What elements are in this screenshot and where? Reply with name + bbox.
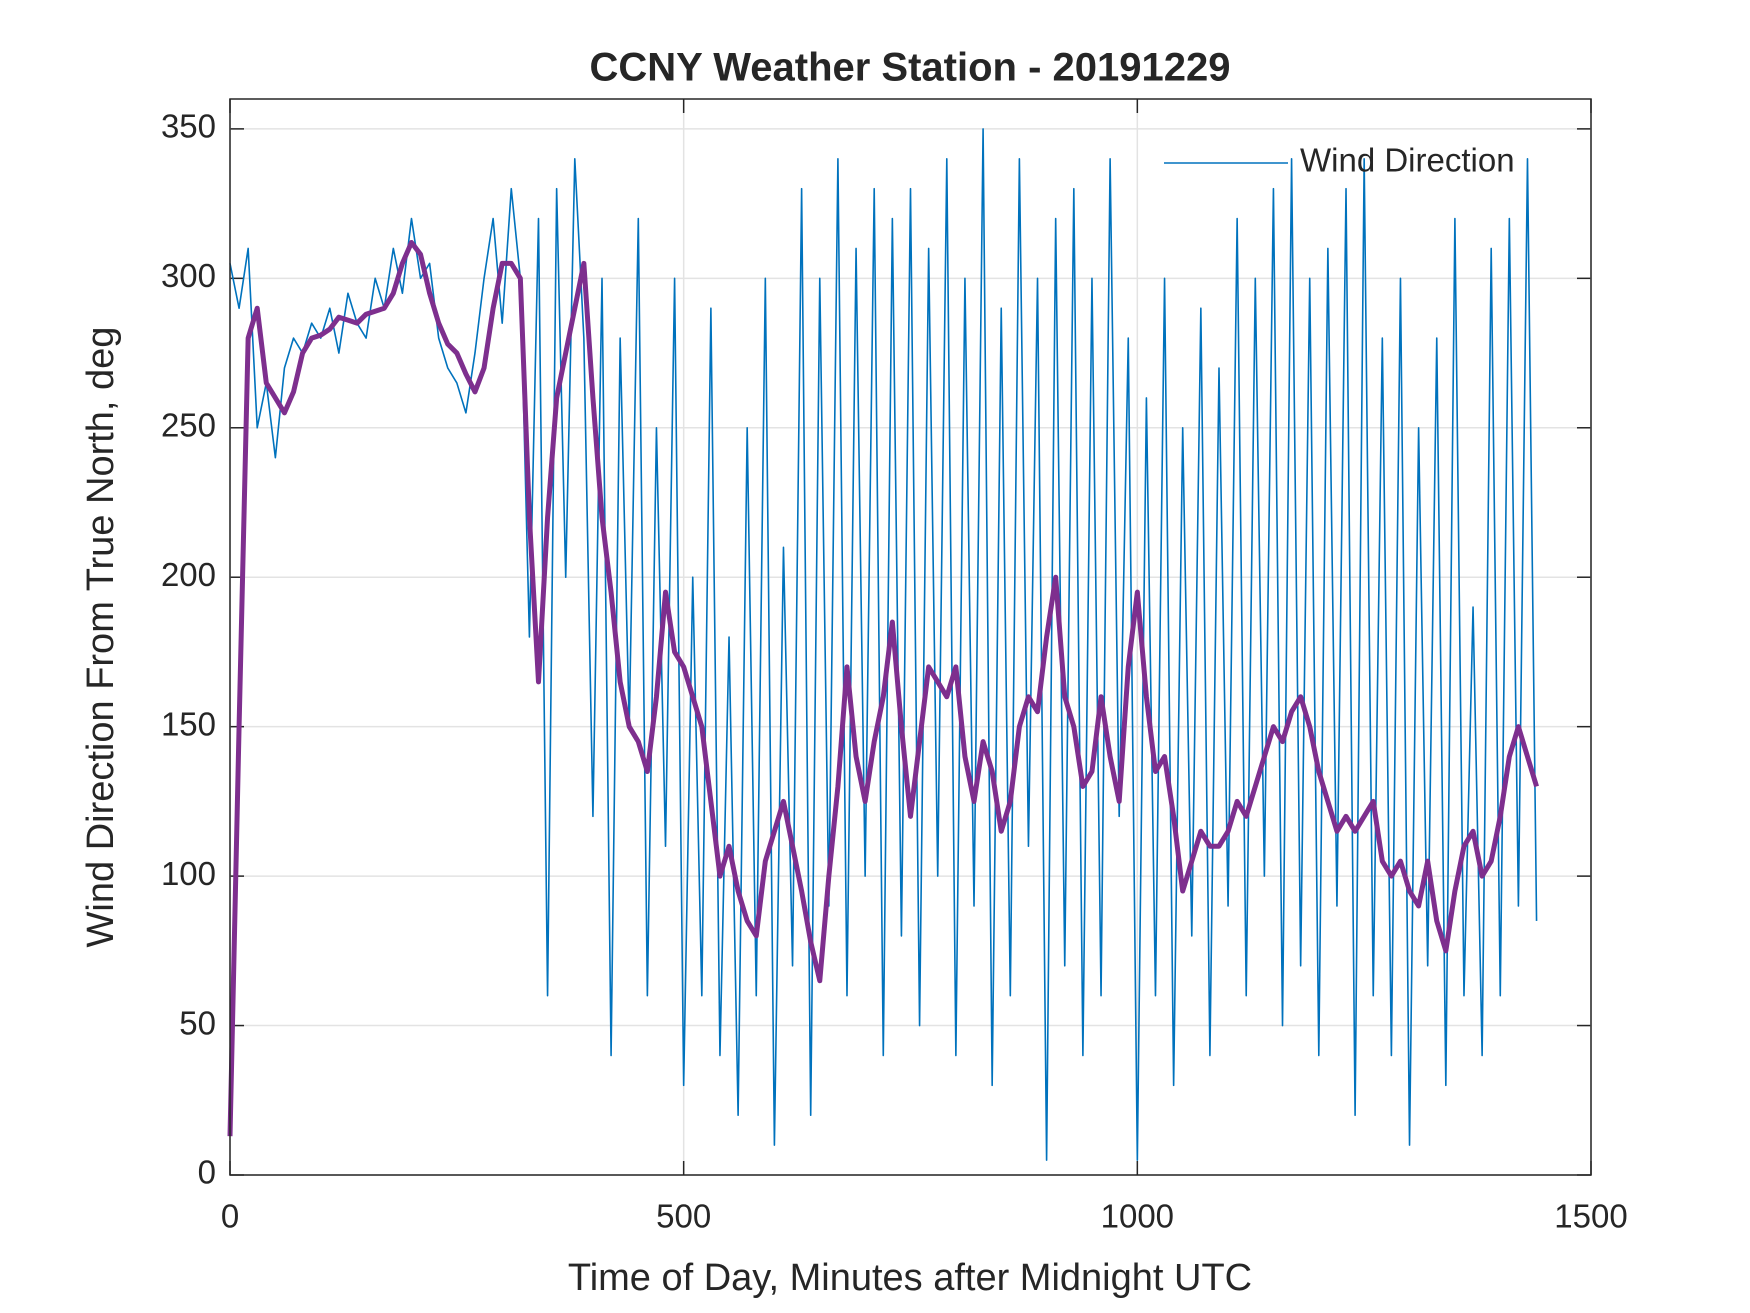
x-tick-label: 500	[656, 1198, 711, 1235]
y-tick-label: 200	[161, 556, 216, 593]
y-tick-label: 50	[179, 1004, 216, 1041]
x-axis-label: Time of Day, Minutes after Midnight UTC	[568, 1257, 1252, 1299]
y-tick-label: 350	[161, 108, 216, 145]
y-tick-label: 0	[198, 1154, 216, 1191]
data-line	[229, 128, 1538, 1161]
y-tick-label: 300	[161, 257, 216, 294]
axes-box	[229, 98, 1592, 1176]
x-tick-label: 1000	[1101, 1198, 1174, 1235]
y-axis-label: Wind Direction From True North, deg	[80, 327, 122, 948]
x-tick-label: 1500	[1554, 1198, 1627, 1235]
y-tick-label: 250	[161, 406, 216, 443]
x-tick-label: 0	[221, 1198, 239, 1235]
y-tick-label: 150	[161, 705, 216, 742]
legend-label: Wind Direction	[1300, 142, 1515, 179]
y-tick-label: 100	[161, 855, 216, 892]
chart-title: CCNY Weather Station - 20191229	[590, 46, 1231, 90]
data-line	[227, 239, 1539, 1137]
